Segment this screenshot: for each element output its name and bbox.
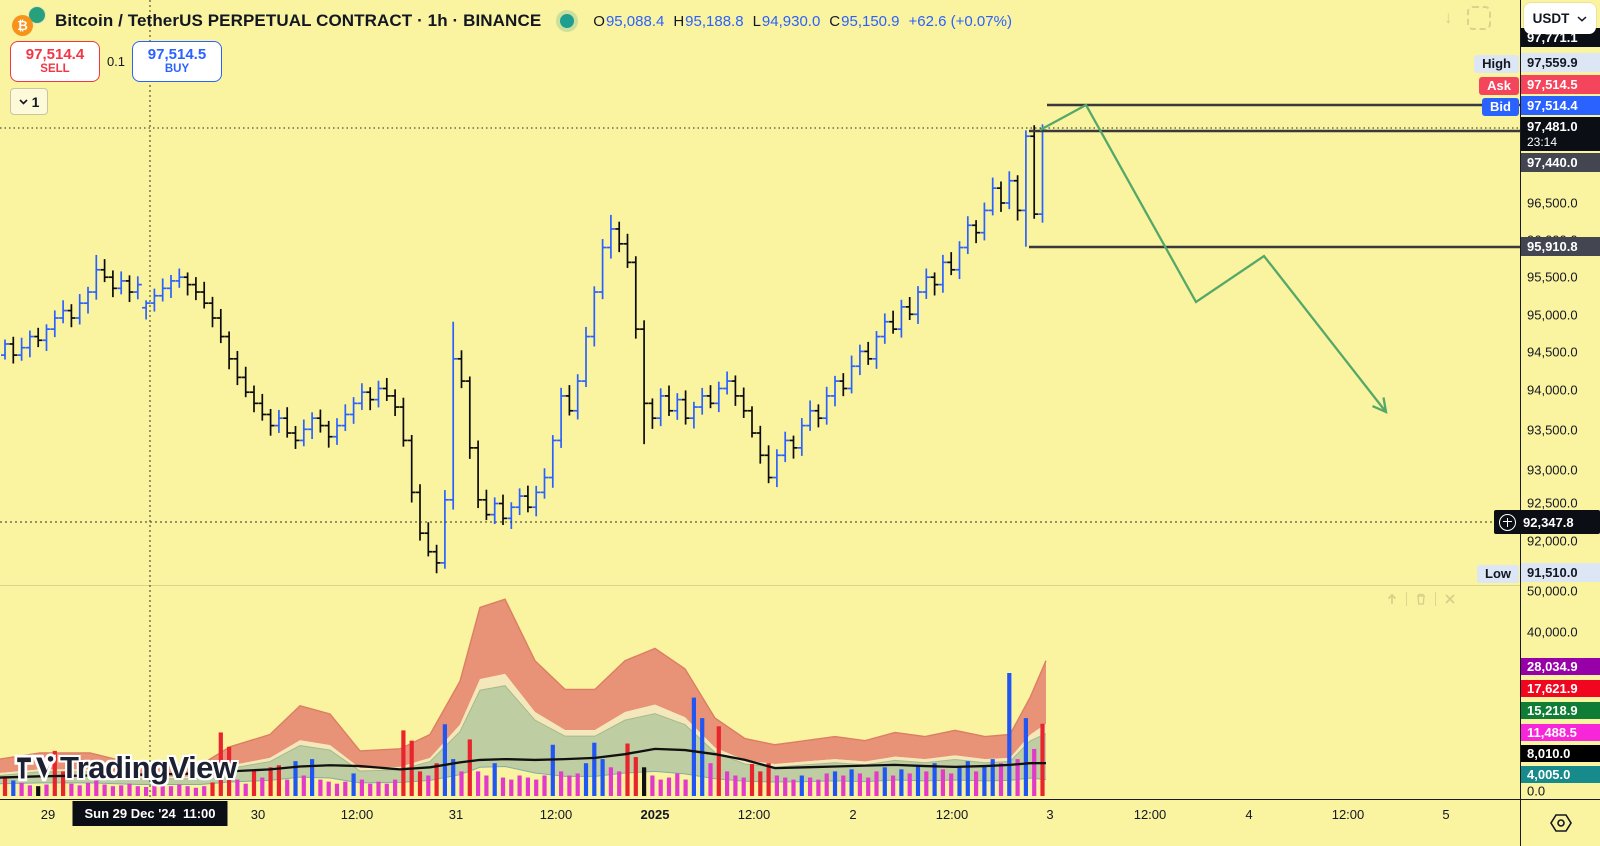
- price-tick: 94,000.0: [1527, 382, 1578, 398]
- currency-dropdown[interactable]: USDT: [1524, 3, 1596, 34]
- open-value: 95,088.4: [605, 12, 665, 30]
- chart-plot-area[interactable]: [0, 0, 1520, 798]
- market-status-dot: [560, 14, 575, 28]
- time-tick: 12:00: [935, 807, 969, 822]
- price-tick: 93,500.0: [1527, 422, 1578, 438]
- close-value: 95,150.9: [841, 12, 900, 30]
- close-label: C: [829, 12, 841, 30]
- tradingview-logo-icon: [14, 753, 56, 782]
- high-value: 95,188.8: [685, 12, 744, 30]
- price-tick: 96,500.0: [1527, 195, 1578, 211]
- price-label: 97,559.9: [1521, 53, 1600, 72]
- price-tick: 92,000.0: [1527, 533, 1578, 549]
- pane-separator[interactable]: [0, 585, 1520, 586]
- price-tag: Ask: [1479, 77, 1519, 95]
- price-tag: Bid: [1482, 98, 1519, 116]
- crosshair-price-label: 92,347.8: [1494, 510, 1600, 534]
- price-tick: 95,500.0: [1527, 269, 1578, 285]
- scroll-to-latest-icon[interactable]: ↓: [1444, 8, 1453, 27]
- price-tag: High: [1474, 55, 1519, 73]
- trade-panel: 97,514.4 SELL 0.1 97,514.5 BUY: [10, 41, 222, 82]
- volume-indicator-label: 11,488.5: [1521, 724, 1600, 741]
- volume-indicator-label: 17,621.9: [1521, 680, 1600, 697]
- quantity-value: 1: [31, 93, 40, 110]
- time-axis-settings[interactable]: [1521, 799, 1600, 846]
- price-tick: 93,000.0: [1527, 462, 1578, 478]
- tradingview-watermark: TradingView: [14, 748, 237, 788]
- symbol-pair-icon: ₿: [12, 6, 46, 36]
- low-label: L: [752, 12, 761, 30]
- change-value: +62.6 (+0.07%): [908, 12, 1012, 30]
- plus-icon[interactable]: [1499, 513, 1516, 531]
- chevron-down-icon: [1577, 15, 1587, 22]
- time-tick: 2025: [640, 807, 670, 822]
- volume-indicator-label: 4,005.0: [1521, 766, 1600, 783]
- symbol-title[interactable]: Bitcoin / TetherUS PERPETUAL CONTRACT · …: [55, 11, 542, 30]
- volume-indicator-label: 8,010.0: [1521, 745, 1600, 762]
- time-tick: 30: [250, 807, 266, 822]
- time-tick: 31: [448, 807, 464, 822]
- ohlc-legend: O95,088.4 H95,188.8 L94,930.0 C95,150.9 …: [593, 13, 1012, 30]
- tether-coin-icon: [28, 6, 46, 24]
- buy-button[interactable]: 97,514.5 BUY: [132, 41, 222, 82]
- pane-controls: [1385, 592, 1457, 606]
- chart-corner-tools: ↓: [1444, 6, 1491, 30]
- time-tick: 29: [40, 807, 56, 822]
- time-tick: 5: [1442, 807, 1450, 822]
- volume-indicator-label: 15,218.9: [1521, 702, 1600, 719]
- price-tick: 95,000.0: [1527, 307, 1578, 323]
- price-tag: Low: [1477, 565, 1519, 583]
- watermark-text: TradingView: [60, 750, 237, 785]
- time-tick: 2: [849, 807, 857, 822]
- time-tick: 12:00: [539, 807, 573, 822]
- axis-border: [1520, 0, 1521, 846]
- time-tick: 12:00: [737, 807, 771, 822]
- price-tick: 40,000.0: [1527, 624, 1578, 640]
- buy-label: BUY: [164, 63, 190, 76]
- low-value: 94,930.0: [761, 12, 821, 30]
- chart-header: ₿ Bitcoin / TetherUS PERPETUAL CONTRACT …: [12, 6, 1012, 36]
- price-tick: 50,000.0: [1527, 583, 1578, 599]
- time-axis[interactable]: 29 30 12:00 31 12:00 2025 12:00 2 12:00 3 12:00 4 12…: [0, 799, 1600, 846]
- open-label: O: [593, 12, 605, 30]
- price-tick: 0.0: [1527, 783, 1546, 799]
- spread-value: 0.1: [106, 54, 126, 69]
- chevron-down-icon: [19, 98, 28, 105]
- time-tick: 4: [1245, 807, 1253, 822]
- sell-price: 97,514.4: [25, 45, 85, 63]
- delete-pane-icon[interactable]: [1414, 592, 1428, 606]
- time-tick: 12:00: [1331, 807, 1365, 822]
- price-label: 95,910.8: [1521, 237, 1600, 256]
- time-tick: 12:00: [1133, 807, 1167, 822]
- price-tick: 92,500.0: [1527, 495, 1578, 511]
- volume-indicator-label: 28,034.9: [1521, 658, 1600, 675]
- buy-price: 97,514.5: [147, 45, 207, 63]
- bitcoin-coin-icon: ₿: [12, 15, 33, 36]
- close-pane-icon[interactable]: [1443, 592, 1457, 606]
- price-tick: 94,500.0: [1527, 344, 1578, 360]
- move-pane-up-icon[interactable]: [1385, 592, 1399, 606]
- sell-button[interactable]: 97,514.4 SELL: [10, 41, 100, 82]
- screenshot-icon[interactable]: [1466, 6, 1491, 30]
- currency-value: USDT: [1532, 11, 1570, 26]
- sell-label: SELL: [40, 63, 70, 76]
- high-label: H: [673, 12, 685, 30]
- price-axis[interactable]: 96,500.096,000.095,500.095,000.094,500.0…: [1521, 0, 1600, 799]
- price-label: 97,514.4: [1521, 96, 1600, 115]
- session-settings-icon: [1549, 813, 1572, 832]
- crosshair-time-label: Sun 29 Dec '24 11:00: [72, 801, 228, 826]
- price-label: 97,440.0: [1521, 153, 1600, 172]
- price-label: 97,481.0 23:14: [1521, 117, 1600, 151]
- time-tick: 3: [1046, 807, 1054, 822]
- price-label: 97,514.5: [1521, 75, 1600, 94]
- price-label: 91,510.0: [1521, 563, 1600, 582]
- quantity-selector-button[interactable]: 1: [10, 88, 48, 115]
- time-tick: 12:00: [340, 807, 374, 822]
